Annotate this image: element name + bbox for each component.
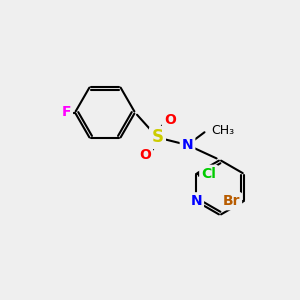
Text: F: F: [61, 106, 71, 119]
Text: N: N: [182, 138, 193, 152]
Text: CH₃: CH₃: [211, 124, 234, 136]
Text: N: N: [190, 194, 202, 208]
Text: Cl: Cl: [201, 167, 216, 181]
Text: O: O: [164, 113, 176, 127]
Text: Br: Br: [223, 194, 240, 208]
Text: O: O: [139, 148, 151, 162]
Text: S: S: [152, 128, 164, 146]
